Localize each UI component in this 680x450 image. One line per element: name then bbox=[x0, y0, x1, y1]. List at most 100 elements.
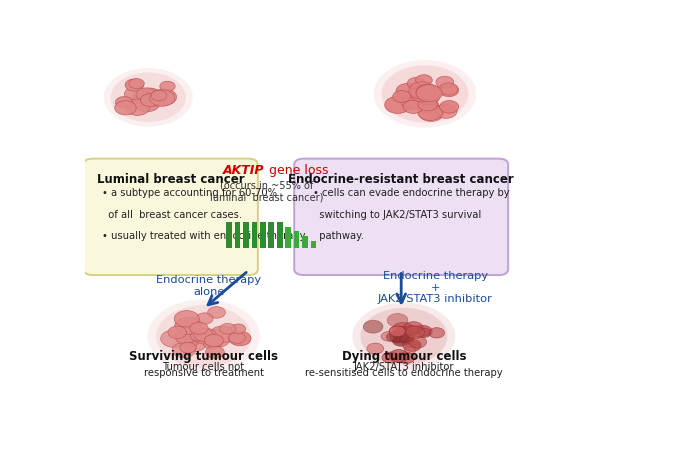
Circle shape bbox=[196, 313, 213, 324]
Circle shape bbox=[394, 328, 415, 342]
Circle shape bbox=[156, 305, 251, 368]
Circle shape bbox=[418, 104, 443, 121]
Circle shape bbox=[360, 308, 447, 365]
Text: Endocrine-resistant breast cancer: Endocrine-resistant breast cancer bbox=[288, 172, 514, 185]
Circle shape bbox=[389, 350, 409, 362]
Circle shape bbox=[116, 97, 133, 108]
Circle shape bbox=[174, 310, 199, 327]
Circle shape bbox=[405, 326, 418, 335]
Circle shape bbox=[205, 334, 223, 347]
Text: Surviving tumour cells: Surviving tumour cells bbox=[129, 351, 278, 364]
Circle shape bbox=[388, 314, 408, 327]
Circle shape bbox=[148, 95, 165, 106]
Text: responsive to treatment: responsive to treatment bbox=[143, 368, 264, 378]
Circle shape bbox=[134, 92, 154, 104]
Circle shape bbox=[220, 324, 236, 334]
Circle shape bbox=[397, 352, 415, 364]
Circle shape bbox=[409, 82, 435, 99]
Circle shape bbox=[228, 332, 245, 343]
Circle shape bbox=[148, 299, 260, 374]
Circle shape bbox=[182, 336, 199, 347]
Circle shape bbox=[180, 342, 197, 353]
Circle shape bbox=[419, 105, 443, 122]
Circle shape bbox=[129, 79, 144, 89]
Circle shape bbox=[182, 317, 201, 329]
Text: • usually treated with endocrine therapy.: • usually treated with endocrine therapy… bbox=[103, 231, 308, 241]
Circle shape bbox=[367, 343, 384, 354]
Circle shape bbox=[394, 337, 406, 344]
Circle shape bbox=[231, 324, 245, 334]
Bar bbox=[294, 231, 299, 248]
Circle shape bbox=[124, 87, 147, 102]
Circle shape bbox=[402, 337, 413, 344]
Circle shape bbox=[395, 326, 409, 336]
Circle shape bbox=[413, 325, 432, 338]
Text: Dying tumour cells: Dying tumour cells bbox=[341, 351, 466, 364]
Circle shape bbox=[416, 84, 441, 100]
Circle shape bbox=[190, 322, 208, 334]
Bar bbox=[277, 222, 283, 248]
Circle shape bbox=[390, 333, 405, 342]
Circle shape bbox=[395, 330, 414, 342]
Circle shape bbox=[385, 96, 411, 113]
Circle shape bbox=[141, 94, 160, 107]
Circle shape bbox=[411, 87, 433, 102]
Circle shape bbox=[412, 92, 430, 104]
Circle shape bbox=[405, 346, 415, 354]
Circle shape bbox=[406, 326, 425, 338]
Circle shape bbox=[115, 101, 136, 115]
Circle shape bbox=[133, 92, 150, 103]
Text: pathway.: pathway. bbox=[313, 231, 364, 241]
Text: • cells can evade endocrine therapy by: • cells can evade endocrine therapy by bbox=[313, 189, 510, 198]
Circle shape bbox=[396, 332, 409, 340]
Bar bbox=[260, 222, 266, 248]
Bar bbox=[252, 222, 257, 248]
Circle shape bbox=[137, 90, 160, 105]
Circle shape bbox=[192, 328, 216, 344]
Bar bbox=[243, 222, 249, 248]
Text: (occurs in ~55% of
luminal  breast cancer): (occurs in ~55% of luminal breast cancer… bbox=[210, 180, 324, 202]
Circle shape bbox=[439, 83, 458, 95]
Circle shape bbox=[194, 328, 214, 342]
Circle shape bbox=[416, 85, 442, 102]
Circle shape bbox=[373, 60, 476, 128]
Circle shape bbox=[363, 320, 383, 333]
Circle shape bbox=[418, 328, 430, 336]
Circle shape bbox=[203, 329, 231, 347]
Circle shape bbox=[396, 332, 412, 342]
Circle shape bbox=[403, 339, 421, 351]
Circle shape bbox=[394, 334, 405, 342]
Circle shape bbox=[175, 317, 201, 335]
Circle shape bbox=[125, 99, 150, 115]
Circle shape bbox=[168, 326, 187, 338]
Circle shape bbox=[210, 326, 235, 342]
FancyBboxPatch shape bbox=[84, 159, 258, 275]
Circle shape bbox=[133, 94, 160, 112]
Text: Tumour cells not: Tumour cells not bbox=[163, 362, 245, 372]
Text: gene loss: gene loss bbox=[265, 164, 328, 176]
Circle shape bbox=[415, 98, 439, 113]
Circle shape bbox=[407, 77, 425, 89]
Circle shape bbox=[393, 90, 411, 103]
Bar bbox=[286, 227, 291, 248]
Circle shape bbox=[389, 326, 405, 337]
Circle shape bbox=[152, 89, 177, 105]
Circle shape bbox=[202, 333, 224, 348]
Circle shape bbox=[386, 332, 402, 342]
Circle shape bbox=[393, 329, 411, 342]
Circle shape bbox=[398, 328, 411, 337]
Circle shape bbox=[412, 84, 437, 100]
Circle shape bbox=[111, 72, 186, 122]
Circle shape bbox=[104, 68, 192, 126]
Circle shape bbox=[396, 83, 420, 99]
Circle shape bbox=[352, 302, 455, 370]
Bar bbox=[269, 222, 274, 248]
Circle shape bbox=[403, 100, 423, 113]
Circle shape bbox=[207, 306, 225, 318]
Bar bbox=[235, 222, 241, 248]
Circle shape bbox=[381, 332, 396, 341]
Bar bbox=[302, 236, 308, 248]
Text: JAK2/STAT3 inhibitor: JAK2/STAT3 inhibitor bbox=[354, 362, 454, 372]
Circle shape bbox=[381, 65, 469, 122]
Circle shape bbox=[415, 75, 432, 86]
